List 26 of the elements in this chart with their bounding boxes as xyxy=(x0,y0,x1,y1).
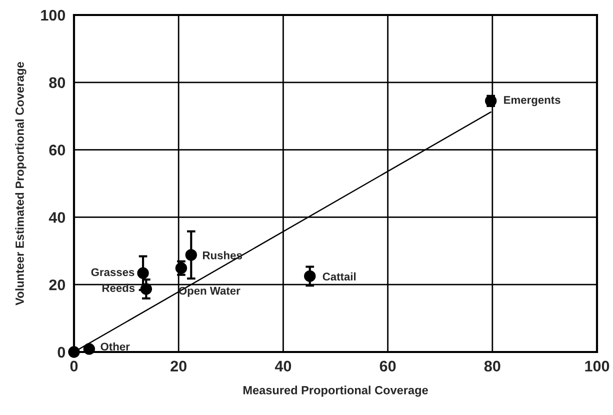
x-tick-label: 80 xyxy=(484,360,500,372)
annotation: Other xyxy=(100,342,130,351)
x-axis-title: Measured Proportional Coverage xyxy=(243,386,428,397)
point xyxy=(304,270,316,282)
x-tick-label: 40 xyxy=(274,360,292,372)
y-tick-label: 80 xyxy=(49,77,66,88)
y-tick-label: 60 xyxy=(49,144,66,156)
y-tick-label: 40 xyxy=(48,212,66,223)
point xyxy=(68,346,80,358)
y-tick-label: 20 xyxy=(49,279,66,290)
annotation: Grasses xyxy=(91,268,134,276)
point xyxy=(185,249,197,261)
y-axis-title: Volunteer Estimated Proportional Coverage xyxy=(15,62,26,306)
annotation: Rushes xyxy=(203,251,242,260)
x-tick-label: 0 xyxy=(70,360,78,372)
point xyxy=(83,343,96,355)
x-tick-label: 20 xyxy=(170,360,186,372)
point xyxy=(137,267,149,279)
y-tick-label: 100 xyxy=(41,10,66,21)
annotation: Reeds xyxy=(102,284,135,292)
y-tick-label: 0 xyxy=(58,346,66,358)
x-tick-label: 60 xyxy=(380,360,396,372)
annotation: Emergents xyxy=(504,96,560,106)
x-tick-label: 100 xyxy=(585,360,610,372)
annotation: Cattail xyxy=(322,272,356,281)
point xyxy=(140,283,152,295)
